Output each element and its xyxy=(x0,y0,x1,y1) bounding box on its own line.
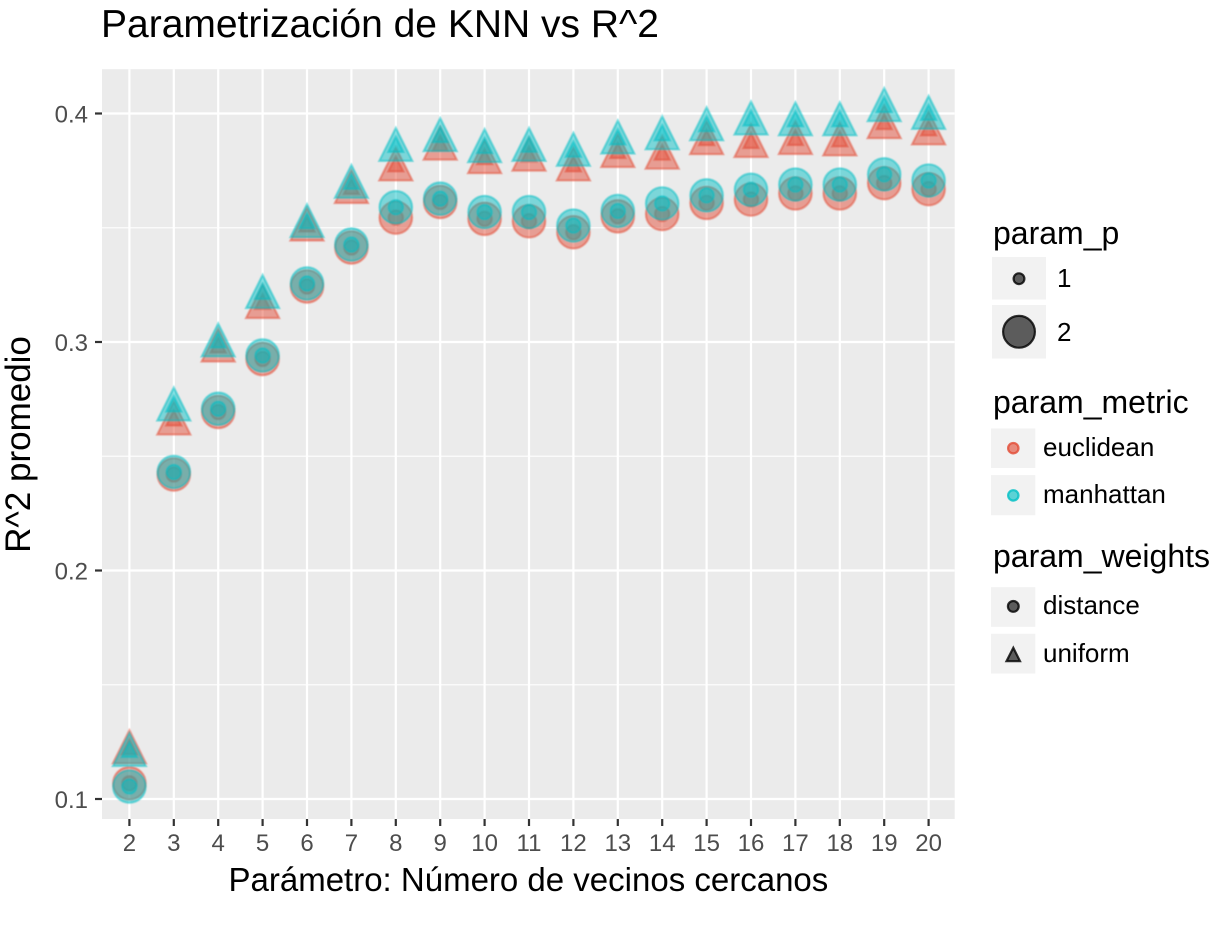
svg-text:20: 20 xyxy=(915,830,942,857)
svg-text:Parametrización de KNN vs R^2: Parametrización de KNN vs R^2 xyxy=(101,3,659,46)
svg-text:10: 10 xyxy=(471,830,498,857)
svg-text:2: 2 xyxy=(123,830,136,857)
svg-text:R^2 promedio: R^2 promedio xyxy=(0,336,38,553)
svg-text:14: 14 xyxy=(649,830,676,857)
svg-text:manhattan: manhattan xyxy=(1043,479,1166,509)
svg-text:7: 7 xyxy=(345,830,358,857)
svg-text:12: 12 xyxy=(560,830,587,857)
svg-text:18: 18 xyxy=(826,830,853,857)
svg-text:11: 11 xyxy=(517,830,542,857)
svg-text:distance: distance xyxy=(1043,590,1140,620)
svg-text:5: 5 xyxy=(256,830,269,857)
svg-text:17: 17 xyxy=(782,830,809,857)
svg-text:param_p: param_p xyxy=(993,215,1119,251)
svg-text:param_metric: param_metric xyxy=(993,384,1189,420)
svg-text:15: 15 xyxy=(693,830,720,857)
svg-text:0.2: 0.2 xyxy=(55,559,88,586)
svg-text:0.1: 0.1 xyxy=(55,787,88,814)
svg-text:param_weights: param_weights xyxy=(993,538,1210,574)
svg-text:8: 8 xyxy=(389,830,402,857)
svg-text:13: 13 xyxy=(604,830,631,857)
svg-text:0.4: 0.4 xyxy=(55,102,88,129)
svg-text:1: 1 xyxy=(1057,263,1071,293)
svg-text:Parámetro: Número de vecinos c: Parámetro: Número de vecinos cercanos xyxy=(229,861,829,898)
svg-text:9: 9 xyxy=(434,830,447,857)
svg-text:3: 3 xyxy=(167,830,180,857)
svg-text:uniform: uniform xyxy=(1043,638,1130,668)
svg-text:19: 19 xyxy=(871,830,898,857)
svg-text:4: 4 xyxy=(212,830,225,857)
svg-text:0.3: 0.3 xyxy=(55,330,88,357)
svg-text:euclidean: euclidean xyxy=(1043,432,1154,462)
svg-text:6: 6 xyxy=(300,830,313,857)
svg-text:2: 2 xyxy=(1057,317,1071,347)
svg-text:16: 16 xyxy=(738,830,765,857)
